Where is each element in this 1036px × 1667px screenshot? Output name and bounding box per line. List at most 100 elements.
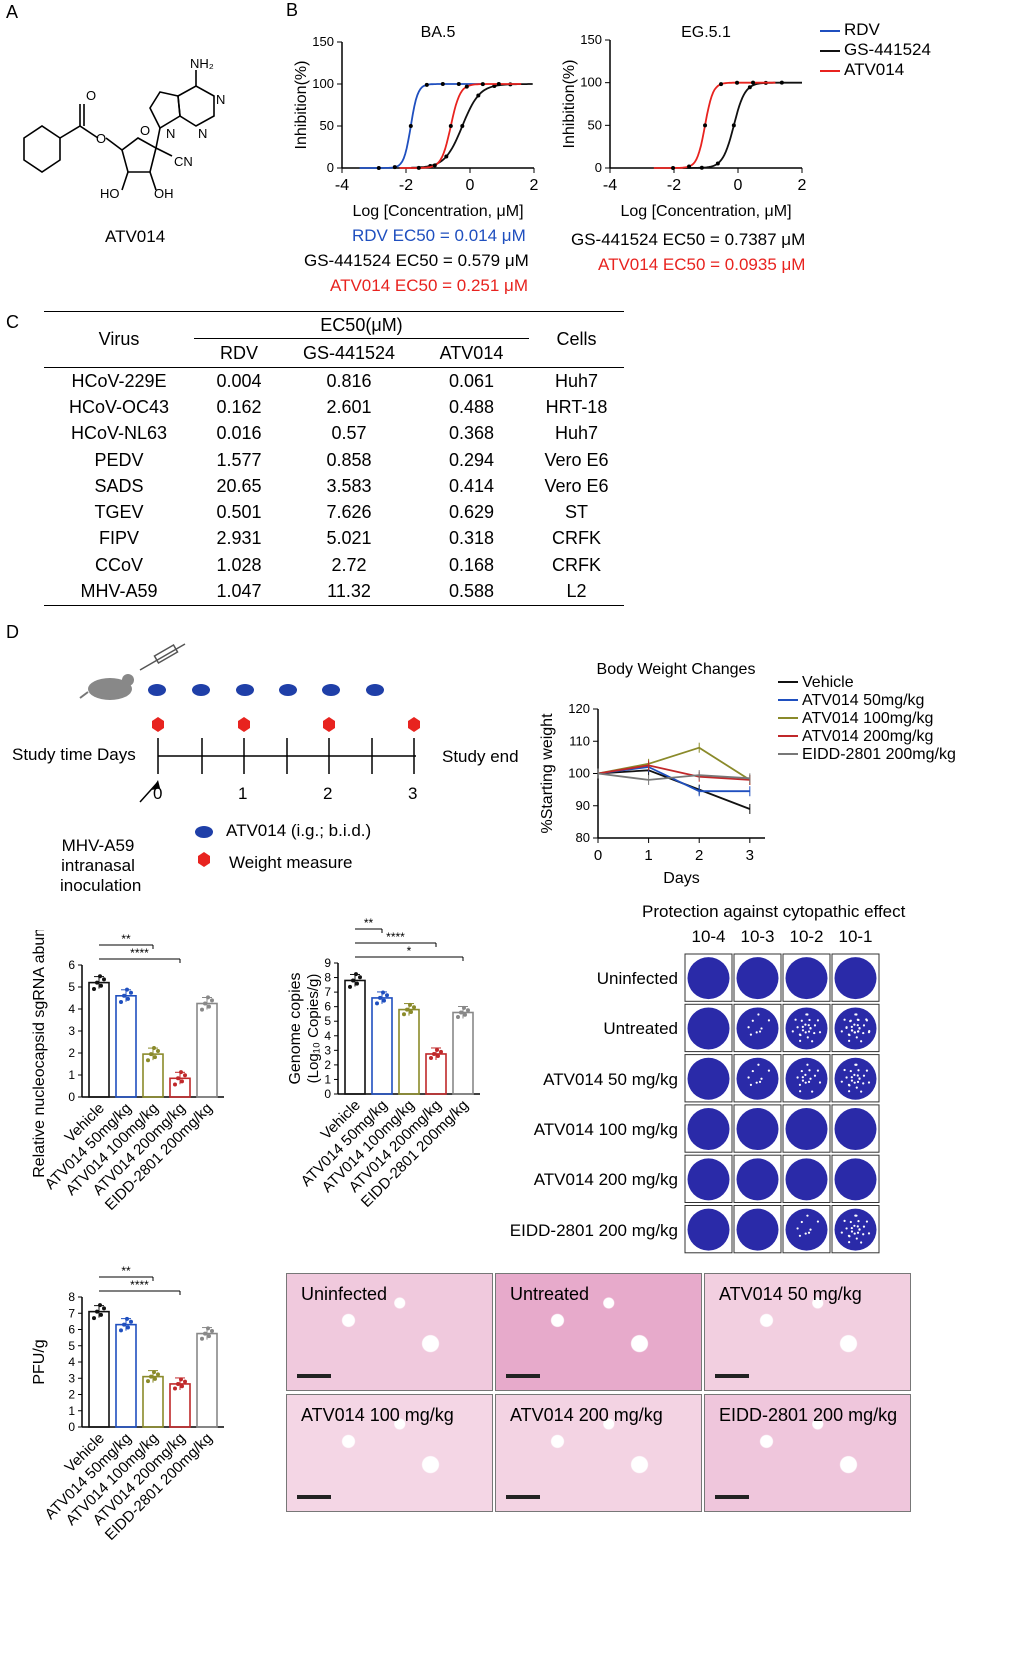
x-tick-label: 2 — [798, 177, 807, 194]
data-point — [719, 82, 724, 87]
y-axis-label: Inhibition(%) — [561, 60, 578, 149]
data-point — [122, 1322, 126, 1327]
plaque-spot — [806, 1036, 809, 1039]
molecule-structure: O O O NH₂ CN HO OH N N N — [23, 56, 225, 201]
data-point — [779, 80, 784, 85]
table-row: FIPV 2.931 5.021 0.318 CRFK — [44, 526, 624, 552]
y-tick-label: 1 — [68, 1068, 75, 1082]
plaque-spot — [808, 1018, 811, 1022]
histology-panels: Uninfected Untreated ATV014 50 mg/kg ATV014… — [286, 1273, 911, 1513]
data-point — [95, 980, 99, 985]
data-point — [480, 82, 485, 87]
data-point — [436, 1054, 440, 1059]
data-point — [95, 1309, 99, 1314]
y-tick-label: 150 — [312, 34, 334, 49]
significance-label: ** — [121, 932, 131, 946]
x-tick-label: -2 — [667, 177, 681, 194]
bar — [88, 981, 110, 1098]
plaque-spot — [856, 1018, 859, 1021]
plaque-spot — [807, 1080, 811, 1083]
table-row: MHV-A59 1.047 11.32 0.588 L2 — [44, 578, 624, 604]
plaque-spot — [848, 1039, 851, 1043]
inoculation-label: MHV-A59 intranasal inoculation — [60, 836, 142, 895]
table-cell: 2.931 — [216, 528, 262, 549]
plaque-plate — [736, 1057, 779, 1100]
y-tick-label: 7 — [68, 1306, 75, 1320]
data-point — [412, 1005, 416, 1010]
plaque-spot — [807, 1231, 811, 1234]
plaque-spot — [758, 1030, 762, 1033]
table-cell: 0.501 — [216, 502, 262, 523]
scale-bar — [715, 1374, 749, 1378]
y-tick-label: 100 — [580, 75, 602, 90]
data-point — [206, 1326, 210, 1331]
plaque-spot — [848, 1084, 851, 1087]
data-point — [152, 1370, 156, 1375]
data-point — [476, 93, 481, 98]
data-point — [462, 1005, 466, 1010]
data-point — [424, 82, 429, 87]
data-point — [456, 82, 461, 87]
plaque-plate — [687, 1007, 730, 1050]
table-cell: 3.583 — [326, 475, 372, 496]
y-tick-label: 90 — [576, 798, 590, 813]
data-point — [731, 123, 736, 128]
plaque-spot — [809, 1027, 812, 1030]
table-cell: CRFK — [552, 528, 601, 549]
bar — [371, 997, 393, 1095]
legend-item: ATV014 50mg/kg — [802, 692, 924, 709]
plaque-spot — [848, 1033, 851, 1037]
series-line — [597, 772, 750, 781]
x-tick-label: 3 — [746, 847, 754, 864]
data-point — [203, 1331, 207, 1336]
data-point — [173, 1082, 177, 1087]
plaque-plate — [834, 1208, 877, 1251]
molecule-name: ATV014 — [105, 227, 166, 246]
data-point — [402, 1012, 406, 1017]
x-tick-label: -2 — [399, 177, 413, 194]
data-point — [405, 1007, 409, 1012]
x-tick-label: 1 — [644, 847, 652, 864]
day-2: 2 — [323, 784, 333, 803]
bar — [398, 1008, 420, 1095]
y-axis-label: PFU/g — [31, 1339, 48, 1384]
plaque-spot — [856, 1231, 860, 1234]
histology-panel: ATV014 50 mg/kg — [704, 1273, 911, 1391]
table-cell: 7.626 — [326, 502, 372, 523]
table-cell: 0.061 — [448, 370, 495, 391]
bar — [196, 1002, 218, 1098]
plaque-spot — [843, 1018, 846, 1021]
study-time-label: Study time Days — [12, 745, 136, 764]
plaque-plate — [834, 1057, 877, 1100]
table-cell: Huh7 — [554, 370, 599, 391]
plaque-spot — [855, 1237, 858, 1240]
table-cell: 0.004 — [216, 370, 262, 391]
oxygen-atom-label: O — [140, 123, 150, 138]
x-tick-label: 0 — [734, 177, 743, 194]
data-point — [381, 990, 385, 995]
plaque-spot — [853, 1224, 856, 1227]
table-cell: 0.588 — [448, 581, 495, 602]
chart-title: Body Weight Changes — [597, 661, 756, 678]
plaque-spot — [757, 1013, 760, 1016]
plaque-spot — [855, 1036, 858, 1039]
y-tick-label: 100 — [312, 76, 334, 91]
data-point — [703, 123, 708, 128]
plaque-spot — [796, 1026, 799, 1029]
data-point — [416, 165, 421, 170]
table-cell: FIPV — [98, 528, 139, 549]
oxygen-atom-label: O — [96, 131, 106, 146]
plaque-spot — [806, 1063, 809, 1066]
plaque-spot — [799, 1033, 802, 1037]
y-tick-label: 4 — [68, 1002, 75, 1016]
data-point — [119, 1328, 123, 1333]
plaque-spot — [848, 1090, 851, 1093]
chart-title: BA.5 — [421, 24, 456, 41]
ec50-gs-eg51: GS-441524 EC50 = 0.7387 μM — [571, 230, 806, 249]
plaque-spot — [809, 1228, 812, 1231]
data-point — [496, 82, 501, 87]
data-point — [129, 1319, 133, 1324]
plaque-spot — [860, 1241, 863, 1244]
nitrogen-label: N — [198, 126, 207, 141]
plaque-spot — [749, 1033, 753, 1036]
